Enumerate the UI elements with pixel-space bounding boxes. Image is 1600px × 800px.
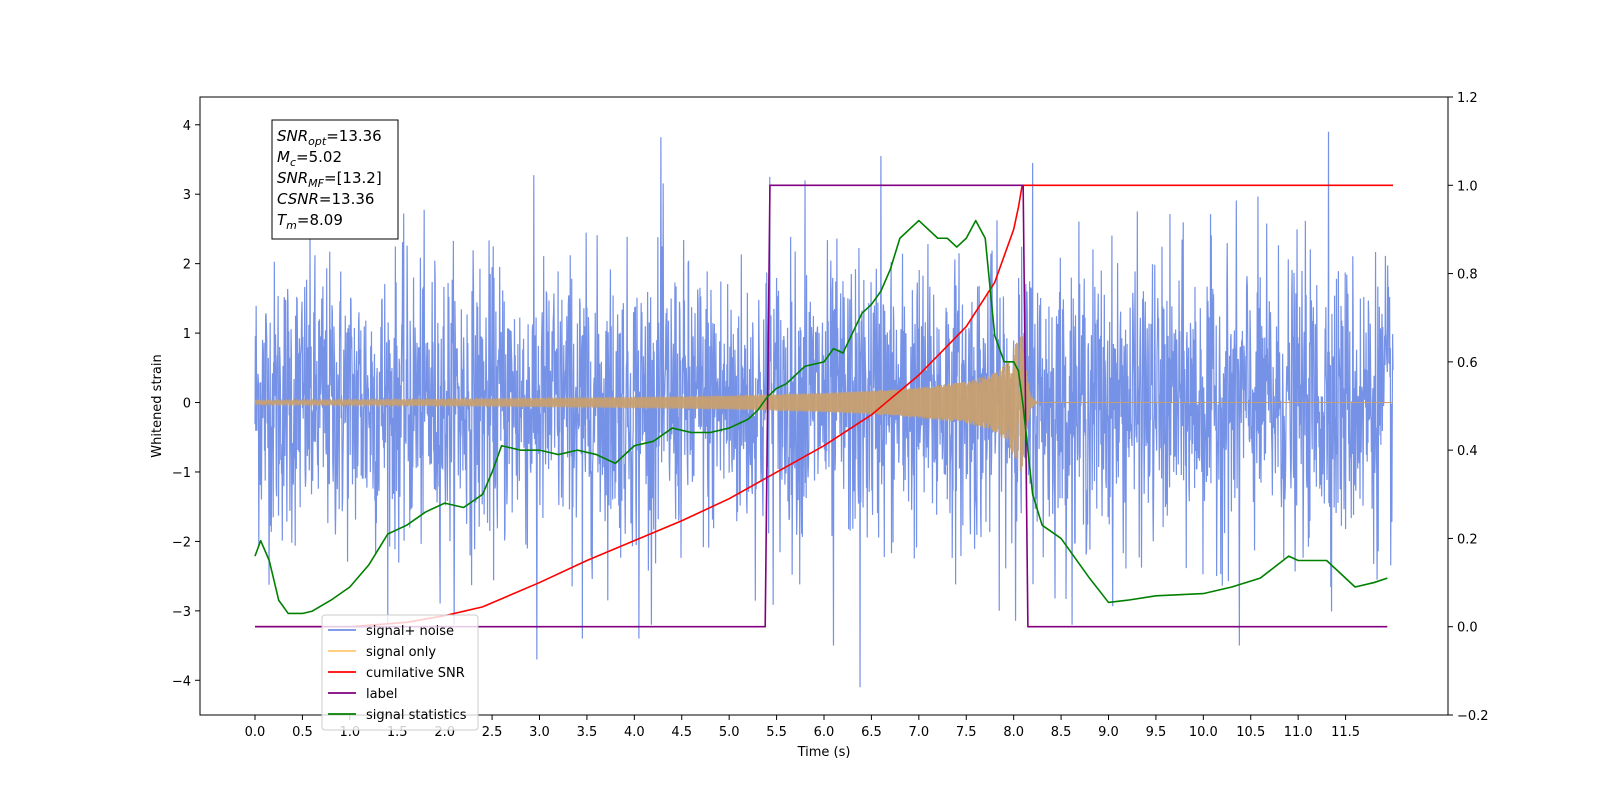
stats-annotation: SNRopt=13.36Mc=5.02SNRMF=[13.2]CSNR=13.3… bbox=[271, 119, 399, 240]
x-tick-label: 8.5 bbox=[1051, 725, 1072, 740]
y-right-tick-label: 0.8 bbox=[1457, 268, 1478, 283]
y-left-tick-label: 1 bbox=[183, 327, 191, 342]
x-tick-label: 4.0 bbox=[624, 725, 645, 740]
x-tick-label: 11.0 bbox=[1284, 725, 1313, 740]
x-tick-label: 3.0 bbox=[529, 725, 550, 740]
y-left-tick-label: 3 bbox=[183, 188, 191, 203]
y-left-tick-label: 0 bbox=[183, 397, 191, 412]
series-cumulative-snr-line bbox=[255, 184, 1393, 628]
plot-area bbox=[254, 131, 1394, 688]
x-tick-label: 3.5 bbox=[577, 725, 598, 740]
y-left-tick-label: −3 bbox=[172, 605, 191, 620]
x-tick-label: 2.5 bbox=[482, 725, 503, 740]
annotation-value: =8.09 bbox=[297, 211, 343, 229]
y-left-tick-label: 4 bbox=[183, 119, 191, 134]
series-signal-statistics-line bbox=[254, 219, 1388, 615]
x-tick-label: 10.5 bbox=[1236, 725, 1265, 740]
y-left-tick-label: −4 bbox=[172, 674, 191, 689]
y-left-tick-label: −1 bbox=[172, 466, 191, 481]
series-label-line bbox=[255, 184, 1388, 628]
annotation-value: =[13.2] bbox=[324, 169, 382, 187]
annotation-symbol: SNR bbox=[277, 169, 308, 187]
x-tick-label: 6.5 bbox=[861, 725, 882, 740]
annotation-subscript: c bbox=[290, 156, 296, 169]
annotation-value: =5.02 bbox=[296, 148, 342, 166]
x-tick-label: 0.0 bbox=[245, 725, 266, 740]
legend-label: cumilative SNR bbox=[366, 666, 465, 681]
y-right-tick-label: 1.0 bbox=[1457, 179, 1478, 194]
annotation-subscript: MF bbox=[308, 177, 324, 190]
x-tick-label: 9.5 bbox=[1146, 725, 1167, 740]
x-tick-label: 0.5 bbox=[292, 725, 313, 740]
annotation-line: Mc=5.02 bbox=[277, 148, 342, 169]
legend: signal+ noise signal only cumilative SNR la… bbox=[321, 614, 479, 731]
x-tick-label: 7.0 bbox=[908, 725, 929, 740]
x-tick-label: 5.0 bbox=[719, 725, 740, 740]
annotation-line: CSNR=13.36 bbox=[277, 190, 374, 208]
legend-label: signal+ noise bbox=[366, 624, 454, 639]
x-tick-label: 7.5 bbox=[956, 725, 977, 740]
legend-label: label bbox=[366, 687, 397, 702]
legend-label: signal only bbox=[366, 645, 436, 660]
y-right-tick-label: −0.2 bbox=[1457, 709, 1489, 724]
x-axis-label: Time (s) bbox=[797, 745, 851, 760]
annotation-symbol: CSNR bbox=[277, 190, 319, 208]
y-right-tick-label: 0.2 bbox=[1457, 532, 1478, 547]
y-right-tick-label: 0.6 bbox=[1457, 356, 1478, 371]
annotation-symbol: M bbox=[277, 148, 290, 166]
y-axis-label: Whitened strain bbox=[150, 354, 165, 457]
x-tick-label: 8.0 bbox=[1003, 725, 1024, 740]
annotation-value: =13.36 bbox=[326, 127, 382, 145]
x-axis: 0.0 0.5 1.0 1.5 2.0 2.5 3.0 3.5 4.0 4.5 5.0 5.5 6.0 6… bbox=[245, 715, 1360, 740]
annotation-value: =13.36 bbox=[319, 190, 375, 208]
series-signal-only-line bbox=[254, 333, 1393, 473]
annotation-line: SNRMF=[13.2] bbox=[277, 169, 382, 190]
y-right-tick-label: 1.2 bbox=[1457, 91, 1478, 106]
annotation-subscript: opt bbox=[308, 135, 327, 148]
annotation-symbol: T bbox=[277, 211, 288, 229]
y-right-tick-label: 0.4 bbox=[1457, 444, 1478, 459]
annotation-line: SNRopt=13.36 bbox=[277, 127, 382, 148]
y-axis-right: 1.2 1.0 0.8 0.6 0.4 0.2 0.0 −0.2 bbox=[1448, 91, 1489, 724]
legend-frame bbox=[321, 614, 479, 731]
y-left-tick-label: −2 bbox=[172, 535, 191, 550]
annotation-subscript: m bbox=[286, 219, 297, 232]
x-tick-label: 6.0 bbox=[814, 725, 835, 740]
x-tick-label: 5.5 bbox=[766, 725, 787, 740]
annotation-line: Tm=8.09 bbox=[277, 211, 343, 232]
annotation-symbol: SNR bbox=[277, 127, 308, 145]
x-tick-label: 11.5 bbox=[1331, 725, 1360, 740]
annotation-frame bbox=[271, 119, 399, 240]
x-tick-label: 9.0 bbox=[1098, 725, 1119, 740]
x-tick-label: 4.5 bbox=[671, 725, 692, 740]
y-left-tick-label: 2 bbox=[183, 258, 191, 273]
x-tick-label: 10.0 bbox=[1189, 725, 1218, 740]
legend-label: signal statistics bbox=[366, 708, 467, 723]
y-axis-left: 4 3 2 1 0 −1 −2 −3 −4 bbox=[172, 119, 200, 689]
y-right-tick-label: 0.0 bbox=[1457, 621, 1478, 636]
